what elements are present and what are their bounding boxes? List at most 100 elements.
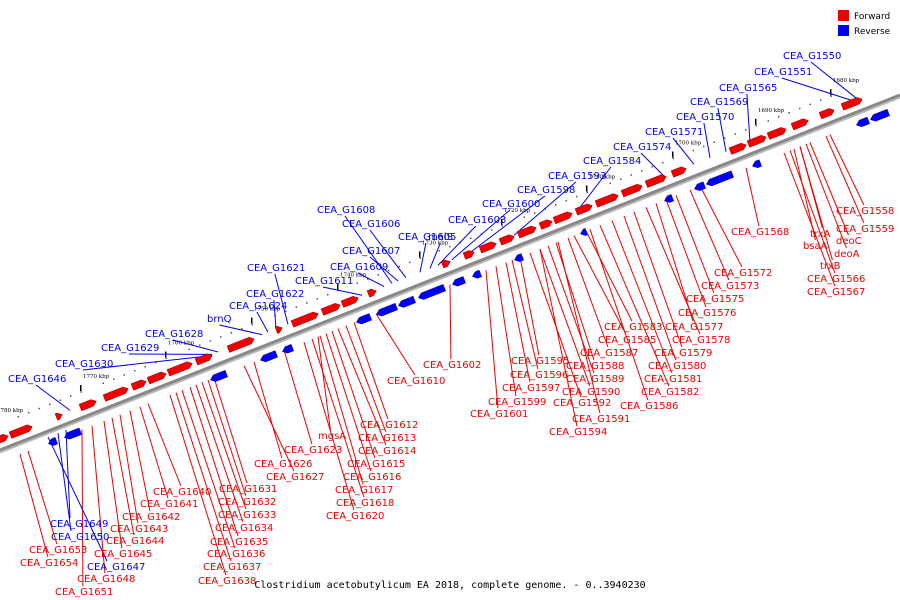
reverse-gene-arrow [64, 427, 83, 440]
reverse-gene-arrow [260, 350, 279, 363]
gene-label-cea-g1621: CEA_G1621 [247, 263, 305, 274]
leader-line [611, 220, 673, 374]
gene-label-cea-g1590: CEA_G1590 [562, 387, 620, 398]
reverse-gene-arrow [282, 343, 295, 354]
forward-gene-arrow [226, 336, 255, 353]
axis-tick-label: 1760 kbp [168, 341, 195, 347]
axis-minor-tick [295, 306, 297, 308]
leader-line [201, 382, 247, 510]
leader-line [82, 355, 209, 371]
gene-label-cea-g1583: CEA_G1583 [604, 322, 662, 333]
forward-gene-arrow [54, 412, 63, 421]
gene-label-cea-g1576: CEA_G1576 [678, 308, 736, 319]
gene-label-deoc: deoC [836, 236, 862, 247]
forward-gene-arrow [0, 434, 9, 444]
gene-label-cea-g1595: CEA_G1595 [511, 356, 569, 367]
legend-swatch-reverse [838, 25, 849, 36]
leader-line [633, 211, 683, 348]
reverse-gene-arrow [514, 253, 525, 262]
leader-line [337, 328, 387, 446]
leader-line [319, 335, 364, 485]
leader-line [675, 195, 715, 294]
gene-label-cea-g1649: CEA_G1649 [50, 519, 108, 530]
leader-line [429, 242, 441, 269]
axis-minor-tick [641, 170, 643, 172]
leader-line [189, 386, 239, 537]
gene-label-mals: malS [428, 232, 453, 243]
leader-line [81, 429, 84, 587]
gene-label-cea-g1581: CEA_G1581 [644, 374, 702, 385]
leader-line [369, 229, 407, 279]
gene-label-cea-g1615: CEA_G1615 [347, 459, 405, 470]
axis-minor-tick [70, 395, 72, 397]
forward-gene-arrow [102, 386, 129, 402]
gene-label-cea-g1654: CEA_G1654 [20, 558, 78, 569]
gene-label-cea-g1643: CEA_G1643 [110, 524, 168, 535]
axis-minor-tick [306, 302, 308, 304]
leader-line [672, 137, 695, 165]
reverse-gene-arrow [398, 295, 417, 308]
axis-tick-label: 1740 kbp [340, 273, 367, 279]
gene-label-cea-g1584: CEA_G1584 [583, 156, 641, 167]
leader-line [746, 93, 751, 143]
axis-minor-tick [630, 174, 632, 176]
leader-line [555, 242, 595, 361]
leader-line [256, 311, 269, 333]
gene-label-cea-g1596: CEA_G1596 [510, 370, 568, 381]
gene-label-cea-g1550: CEA_G1550 [783, 51, 841, 62]
leader-line [599, 225, 670, 387]
leader-line [47, 436, 108, 562]
legend-swatch-forward [838, 10, 849, 21]
leader-line [437, 225, 477, 266]
gene-label-cea-g1645: CEA_G1645 [94, 549, 152, 560]
leader-line [345, 325, 387, 433]
axis-minor-tick [586, 191, 588, 194]
axis-minor-tick [241, 327, 243, 330]
axis-shadow [0, 95, 900, 454]
reverse-gene-arrow [472, 269, 483, 279]
gene-label-cea-g1647: CEA_G1647 [87, 562, 145, 573]
leader-line [273, 299, 277, 330]
leader-line [519, 256, 540, 356]
leader-line [111, 417, 135, 536]
gene-label-cea-g1613: CEA_G1613 [358, 433, 416, 444]
leader-line [449, 284, 452, 360]
gene-label-cea-g1646: CEA_G1646 [8, 374, 66, 385]
axis-minor-tick [209, 340, 211, 342]
leader-line [274, 273, 289, 325]
axis-minor-tick [692, 149, 694, 152]
gene-label-cea-g1636: CEA_G1636 [207, 549, 265, 560]
gene-label-cea-g1566: CEA_G1566 [807, 274, 865, 285]
gene-label-cea-g1624: CEA_G1624 [229, 301, 287, 312]
axis-tick-label: 1690 kbp [758, 108, 785, 114]
leader-line [703, 122, 711, 159]
axis-minor-tick [491, 229, 493, 231]
axis-minor-tick [734, 133, 736, 135]
reverse-gene-arrow [48, 437, 59, 446]
axis-minor-tick [144, 365, 146, 368]
axis-minor-tick [220, 336, 222, 338]
leader-line [57, 433, 72, 532]
axis-minor-tick [745, 129, 747, 131]
leader-line [219, 324, 263, 336]
gene-label-cea-g1633: CEA_G1633 [218, 510, 276, 521]
leader-line [353, 322, 389, 420]
gene-label-brnq: brnQ [207, 314, 232, 325]
axis-minor-tick [713, 141, 715, 144]
axis-minor-tick [778, 116, 780, 118]
gene-label-cea-g1637: CEA_G1637 [203, 562, 261, 573]
gene-label-cea-g1623: CEA_G1623 [284, 445, 342, 456]
reverse-gene-arrow [452, 276, 467, 287]
leader-line [181, 390, 236, 549]
gene-label-cea-g1575: CEA_G1575 [686, 294, 744, 305]
axis-minor-tick [230, 332, 232, 334]
gene-label-cea-g1565: CEA_G1565 [719, 83, 777, 94]
gene-label-cea-g1627: CEA_G1627 [266, 472, 324, 483]
leader-line [195, 384, 244, 523]
forward-gene-arrow [620, 183, 643, 198]
leader-line [303, 341, 355, 511]
leader-line [139, 406, 169, 499]
axis-minor-tick [155, 361, 157, 364]
axis-minor-tick [651, 165, 653, 168]
